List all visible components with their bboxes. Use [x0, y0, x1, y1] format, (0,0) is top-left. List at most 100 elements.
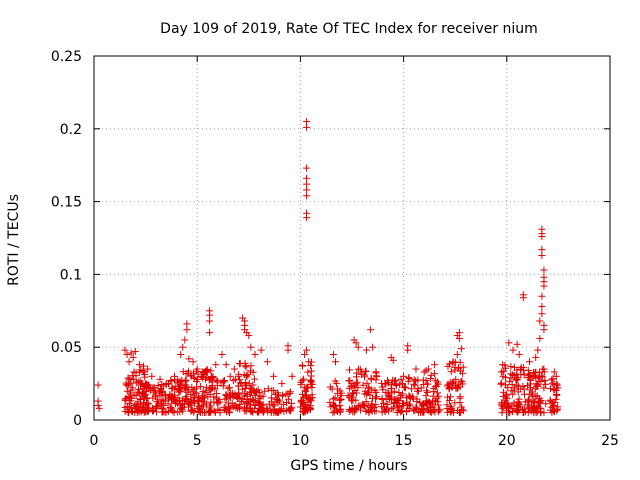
data-point — [538, 302, 546, 310]
data-point — [336, 387, 344, 395]
data-point — [363, 379, 371, 387]
data-point — [157, 386, 165, 394]
data-point — [279, 391, 287, 399]
data-point — [503, 391, 511, 399]
data-point — [300, 408, 308, 416]
data-point — [550, 407, 558, 415]
data-point — [514, 388, 522, 396]
data-point — [304, 368, 312, 376]
data-point — [284, 346, 292, 354]
data-point — [371, 386, 379, 394]
data-point — [134, 400, 142, 408]
data-point — [123, 350, 131, 358]
data-point — [418, 405, 426, 413]
data-point — [164, 408, 172, 416]
data-point — [144, 381, 152, 389]
data-point — [251, 391, 259, 399]
data-point — [503, 407, 511, 415]
data-point — [540, 282, 548, 290]
data-point — [499, 361, 507, 369]
data-point — [424, 380, 432, 388]
data-point — [430, 370, 438, 378]
data-point — [162, 380, 170, 388]
data-point — [539, 365, 547, 373]
data-point — [288, 372, 296, 380]
data-point — [175, 396, 183, 404]
data-point — [540, 326, 548, 334]
data-point — [423, 406, 431, 414]
data-point — [451, 363, 459, 371]
data-point — [525, 370, 533, 378]
data-point — [513, 381, 521, 389]
data-point — [206, 329, 214, 337]
data-point — [546, 396, 554, 404]
data-point — [270, 372, 278, 380]
data-point — [164, 400, 172, 408]
data-point — [125, 358, 133, 366]
data-point — [424, 365, 432, 373]
data-point — [367, 375, 375, 383]
data-point — [189, 369, 197, 377]
data-point — [514, 403, 522, 411]
x-tick-label: 25 — [601, 433, 619, 449]
data-point — [329, 401, 337, 409]
data-point — [237, 379, 245, 387]
data-point — [541, 376, 549, 384]
data-point — [143, 394, 151, 402]
data-point — [422, 397, 430, 405]
data-point — [176, 388, 184, 396]
y-tick-label: 0.05 — [51, 340, 82, 356]
data-point — [346, 377, 354, 385]
data-point — [202, 368, 210, 376]
data-point — [398, 399, 406, 407]
data-point — [169, 393, 177, 401]
data-point — [412, 365, 420, 373]
data-point — [260, 407, 268, 415]
data-point — [497, 380, 505, 388]
data-point — [171, 400, 179, 408]
data-point — [222, 391, 230, 399]
data-point — [513, 340, 521, 348]
data-point — [436, 406, 444, 414]
data-point — [409, 395, 417, 403]
data-point — [405, 392, 413, 400]
data-point — [540, 266, 548, 274]
data-point — [452, 384, 460, 392]
data-point — [216, 406, 224, 414]
data-point — [123, 403, 131, 411]
plot-border — [93, 55, 611, 421]
data-point — [224, 384, 232, 392]
data-point — [172, 398, 180, 406]
data-point — [254, 397, 262, 405]
data-point — [140, 362, 148, 370]
data-point — [299, 362, 307, 370]
data-point — [303, 214, 311, 222]
data-point — [379, 386, 387, 394]
data-point — [302, 401, 310, 409]
data-point — [404, 346, 412, 354]
data-point — [307, 367, 315, 375]
data-point — [131, 348, 139, 356]
data-point — [149, 394, 157, 402]
data-point — [260, 408, 268, 416]
x-tick-label: 10 — [291, 433, 309, 449]
data-point — [249, 368, 257, 376]
data-point — [368, 395, 376, 403]
data-point — [183, 384, 191, 392]
data-point — [297, 381, 305, 389]
data-point — [148, 372, 156, 380]
data-point — [182, 376, 190, 384]
data-point — [414, 387, 422, 395]
data-point — [251, 350, 259, 358]
data-point — [202, 400, 210, 408]
data-point — [130, 391, 138, 399]
data-point — [540, 384, 548, 392]
data-point — [256, 399, 264, 407]
data-point — [501, 364, 509, 372]
data-point — [396, 381, 404, 389]
data-point — [412, 377, 420, 385]
data-point — [369, 343, 377, 351]
data-point — [127, 386, 135, 394]
data-point — [306, 377, 314, 385]
data-point — [398, 390, 406, 398]
